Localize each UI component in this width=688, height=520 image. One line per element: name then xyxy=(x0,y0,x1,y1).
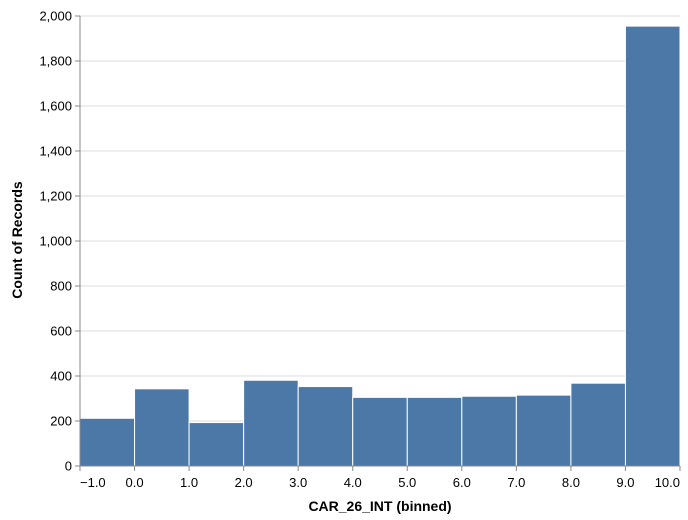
y-tick-label: 0 xyxy=(65,459,72,474)
histogram-bar xyxy=(79,417,136,467)
histogram-bar xyxy=(134,388,190,467)
histogram-bar xyxy=(515,394,572,467)
histogram-bar xyxy=(461,395,517,467)
x-tick-label: 0.0 xyxy=(126,475,144,490)
bars xyxy=(79,25,681,467)
y-tick-label: 2,000 xyxy=(39,9,72,24)
x-tick-label: −1.0 xyxy=(80,475,106,490)
y-tick-label: 200 xyxy=(50,414,72,429)
x-tick-label: 9.0 xyxy=(616,475,634,490)
x-tick-label: 4.0 xyxy=(344,475,362,490)
y-tick-label: 1,200 xyxy=(39,189,72,204)
x-tick-label: 7.0 xyxy=(507,475,525,490)
y-tick-label: 400 xyxy=(50,369,72,384)
y-tick-label: 1,000 xyxy=(39,234,72,249)
histogram-bar xyxy=(406,396,463,467)
histogram-bar xyxy=(570,382,626,467)
y-tick-label: 1,600 xyxy=(39,99,72,114)
histogram-bar xyxy=(297,386,354,467)
y-tick-label: 600 xyxy=(50,324,72,339)
histogram-bar xyxy=(243,379,299,467)
histogram-bar xyxy=(624,25,681,467)
y-tick-label: 1,800 xyxy=(39,54,72,69)
x-tick-label: 2.0 xyxy=(235,475,253,490)
y-tick-label: 1,400 xyxy=(39,144,72,159)
x-tick-label: 6.0 xyxy=(453,475,471,490)
x-tick-label: 10.0 xyxy=(655,475,680,490)
x-axis: −1.0 0.0 1.0 2.0 3.0 4.0 5.0 6.0 7.0 8.0 9.0 10.0 xyxy=(79,465,681,490)
x-axis-title: CAR_26_INT (binned) xyxy=(308,498,451,514)
x-tick-label: 5.0 xyxy=(398,475,416,490)
y-axis-title: Count of Records xyxy=(9,181,25,299)
histogram-bar xyxy=(188,422,245,467)
y-axis: 0 200 400 600 800 1,000 1,200 1,400 1,600 1,800 2,… xyxy=(39,9,81,474)
x-tick-label: 8.0 xyxy=(562,475,580,490)
histogram-bar xyxy=(352,396,408,467)
y-tick-label: 800 xyxy=(50,279,72,294)
x-tick-label: 1.0 xyxy=(180,475,198,490)
x-tick-label: 3.0 xyxy=(289,475,307,490)
